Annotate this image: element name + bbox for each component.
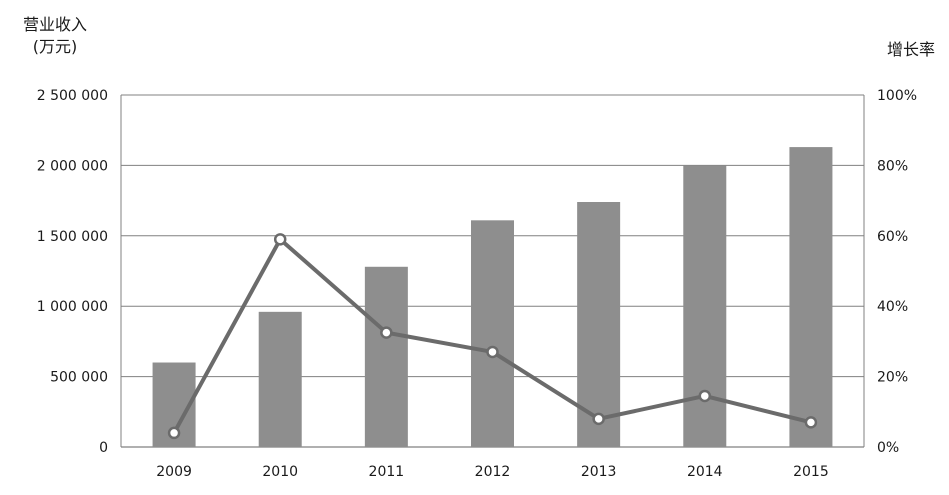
- bar-2012: [471, 220, 514, 447]
- y-axis-left-title: 营业收入 (万元): [20, 14, 90, 58]
- growth-rate-point-2010: [273, 233, 287, 246]
- axes: 0 0% 500 000 20% 1 000 000 40% 1 500 000 60% 2 0…: [37, 88, 917, 480]
- y-right-tick-label: 100%: [877, 88, 917, 104]
- y-left-tick-label: 500 000: [50, 370, 108, 386]
- growth-rate-point-2009: [167, 426, 181, 440]
- bar-2010: [258, 311, 302, 447]
- bar-2015: [789, 147, 833, 447]
- bar-2014: [683, 165, 727, 447]
- x-tick-label: 2012: [475, 464, 511, 480]
- x-tick-label: 2011: [369, 464, 405, 480]
- x-tick-label: 2014: [687, 464, 723, 480]
- y-right-tick-label: 20%: [877, 370, 908, 386]
- y-axis-right-title: 增长率: [886, 40, 935, 59]
- y-right-tick-label: 0%: [877, 440, 899, 456]
- x-tick-label: 2010: [262, 464, 298, 480]
- line-series: [167, 233, 818, 440]
- growth-rate-point-2015: [804, 416, 818, 429]
- y-axis-left-title-line1: 营业收入: [22, 15, 87, 34]
- y-right-tick-label: 40%: [877, 299, 908, 315]
- y-right-tick-label: 60%: [877, 229, 908, 245]
- y-right-tick-label: 80%: [877, 158, 908, 174]
- bar-2011: [364, 266, 408, 447]
- growth-rate-point-2013: [592, 412, 605, 426]
- y-left-tick-label: 0: [99, 440, 108, 456]
- y-axis-left-title-line2: (万元): [32, 37, 78, 56]
- x-tick-label: 2009: [156, 464, 192, 480]
- x-tick-label: 2015: [793, 464, 829, 480]
- y-left-tick-label: 2 000 000: [37, 158, 108, 174]
- growth-rate-point-2011: [380, 326, 393, 339]
- bar-2013: [577, 202, 621, 447]
- x-tick-label: 2013: [581, 464, 617, 480]
- y-left-tick-label: 2 500 000: [37, 88, 108, 104]
- growth-rate-point-2014: [698, 389, 712, 403]
- y-left-tick-label: 1 000 000: [37, 299, 108, 315]
- y-left-tick-label: 1 500 000: [37, 229, 108, 245]
- growth-rate-point-2012: [486, 345, 499, 359]
